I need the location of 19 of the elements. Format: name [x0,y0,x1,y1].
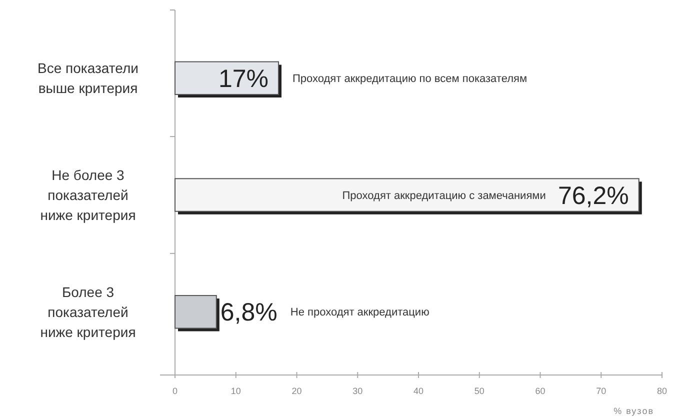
data-label: 76,2% [558,182,629,210]
data-label: 6,8% [220,298,278,327]
x-axis-title: % вузов [614,406,654,416]
x-tick-label: 0 [172,386,178,396]
x-tick-label: 30 [352,386,363,396]
annotation: Проходят аккредитацию с замечаниями [342,190,546,202]
y-tick-label: Не более 3 показателей ниже критерия [40,166,136,223]
x-tick-label: 50 [474,386,484,396]
x-tick-label: 70 [596,386,606,396]
annotation: Не проходят аккредитацию [290,306,430,319]
x-tick-label: 10 [230,386,241,396]
y-tick-label: Все показатели выше критерия [38,60,138,96]
x-tick-label: 40 [413,386,424,396]
data-label: 17% [218,64,268,93]
x-tick-label: 60 [535,386,546,396]
annotation: Проходят аккредитацию по всем показателям [292,72,528,85]
x-tick-label: 80 [656,386,668,396]
y-tick-label: Более 3 показателей ниже критерия [40,284,136,340]
x-tick-label: 20 [292,386,302,396]
